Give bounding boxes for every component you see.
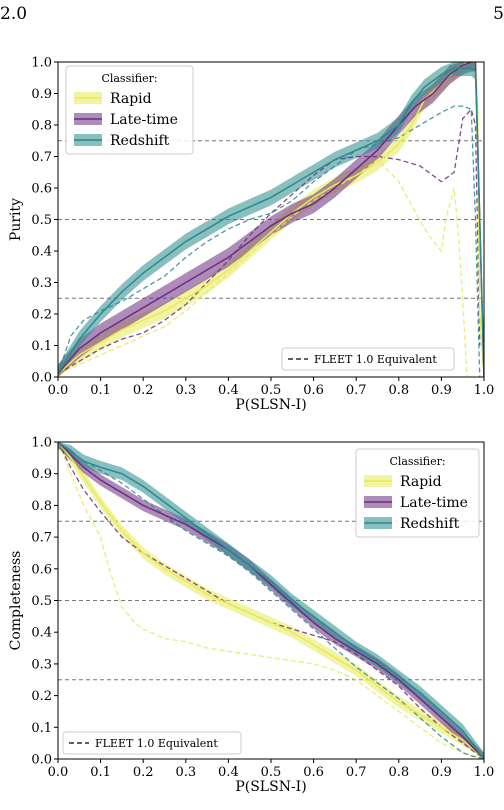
x-tick-label: 1.0 [474, 765, 495, 780]
y-tick-label: 0.0 [31, 753, 52, 768]
y-tick-label: 0.8 [31, 119, 52, 134]
legend-fleet-box [62, 731, 242, 755]
plot-area [58, 442, 484, 759]
x-axis-label: P(SLSN-I) [235, 779, 306, 795]
x-tick-label: 0.8 [388, 383, 409, 398]
x-tick-label: 0.0 [48, 765, 69, 780]
series-line-redshift [58, 442, 484, 759]
x-tick-label: 0.2 [133, 765, 154, 780]
y-tick-label: 0.4 [31, 626, 52, 641]
legend: Classifier: Rapid Late-time Redshift [355, 448, 480, 538]
y-axis-label: Completeness [8, 551, 24, 651]
y-tick-label: 0.2 [31, 308, 52, 323]
y-tick-label: 0.6 [31, 182, 52, 197]
x-tick-label: 0.2 [133, 383, 154, 398]
fleet-line-rapid [58, 158, 468, 377]
fleet-line-late-time [58, 107, 481, 375]
y-axis-label: Purity [8, 198, 24, 241]
page-header-right: 5 [493, 4, 504, 24]
x-tick-label: 0.7 [346, 383, 367, 398]
x-tick-label: 0.3 [175, 383, 196, 398]
legend-fleet-label: FLEET 1.0 Equivalent [314, 353, 437, 366]
fleet-line-rapid [58, 442, 484, 759]
x-tick-label: 0.1 [90, 383, 111, 398]
y-tick-label: 1.0 [31, 56, 52, 71]
y-tick-label: 0.6 [31, 562, 52, 577]
legend-fleet-box [281, 347, 455, 371]
y-tick-label: 0.5 [31, 213, 52, 228]
y-tick-label: 0.8 [31, 499, 52, 514]
x-tick-label: 0.5 [261, 383, 282, 398]
y-tick-label: 0.1 [31, 339, 52, 354]
legend-box [355, 448, 480, 538]
chart-panel-1: 0.00.0 0.1 0.1 0.2 0.2 0.3 0.3 0.4 0.4 0.5 0.5 0.6 0… [8, 56, 494, 414]
y-tick-label: 0.3 [31, 276, 52, 291]
fleet-line-redshift [58, 105, 481, 377]
band-redshift [58, 442, 484, 759]
legend-title: Classifier: [101, 72, 157, 85]
fleet-line-redshift [58, 442, 484, 759]
y-tick-label: 0.4 [31, 245, 52, 260]
y-tick-label: 0.7 [31, 150, 52, 165]
legend-entry: Redshift [110, 133, 170, 149]
y-tick-label: 0.9 [31, 87, 52, 102]
x-tick-label: 0.9 [431, 383, 452, 398]
y-tick-label: 0.7 [31, 531, 52, 546]
legend-fleet-label: FLEET 1.0 Equivalent [95, 737, 218, 750]
band-rapid [58, 62, 484, 377]
x-tick-label: 0.1 [90, 765, 111, 780]
y-tick-label: 0.2 [31, 689, 52, 704]
series-line-late-time [58, 62, 484, 377]
legend-title: Classifier: [389, 455, 445, 468]
legend-box [65, 65, 194, 155]
y-tick-label: 0.3 [31, 657, 52, 672]
x-tick-label: 0.4 [218, 765, 239, 780]
y-tick-label: 0.9 [31, 467, 52, 482]
series-line-redshift [58, 67, 484, 377]
page-header-left: 2.0 [0, 4, 28, 24]
legend-fleet: FLEET 1.0 Equivalent [281, 347, 455, 371]
y-tick-label: 1.0 [31, 436, 52, 451]
x-tick-label: 0.6 [303, 765, 324, 780]
legend-entry: Late-time [400, 495, 468, 511]
x-tick-label: 1.0 [474, 383, 495, 398]
x-tick-label: 0.6 [303, 383, 324, 398]
legend-entry: Rapid [400, 474, 442, 490]
x-tick-label: 0.9 [431, 765, 452, 780]
x-tick-label: 0.4 [218, 383, 239, 398]
plot-area [58, 62, 484, 377]
legend-entry: Late-time [110, 112, 178, 128]
legend-entry: Rapid [110, 91, 152, 107]
series-line-late-time [58, 442, 484, 759]
legend: Classifier: Rapid Late-time Redshift [65, 65, 194, 155]
x-axis-label: P(SLSN-I) [235, 397, 306, 413]
x-tick-label: 0.8 [388, 765, 409, 780]
series-line-rapid [58, 442, 484, 759]
series-line-rapid [58, 62, 484, 377]
y-tick-label: 0.5 [31, 594, 52, 609]
y-tick-label: 0.1 [31, 721, 52, 736]
x-tick-label: 0.3 [175, 765, 196, 780]
x-tick-label: 0.0 [48, 383, 69, 398]
chart-panel-2: 0.00.0 0.1 0.1 0.2 0.2 0.3 0.3 0.4 0.4 0.5 0.5 0.6 0… [8, 436, 494, 796]
legend-fleet: FLEET 1.0 Equivalent [62, 731, 242, 755]
legend-entry: Redshift [400, 516, 460, 532]
x-tick-label: 0.7 [346, 765, 367, 780]
y-tick-label: 0.0 [31, 371, 52, 386]
x-tick-label: 0.5 [261, 765, 282, 780]
